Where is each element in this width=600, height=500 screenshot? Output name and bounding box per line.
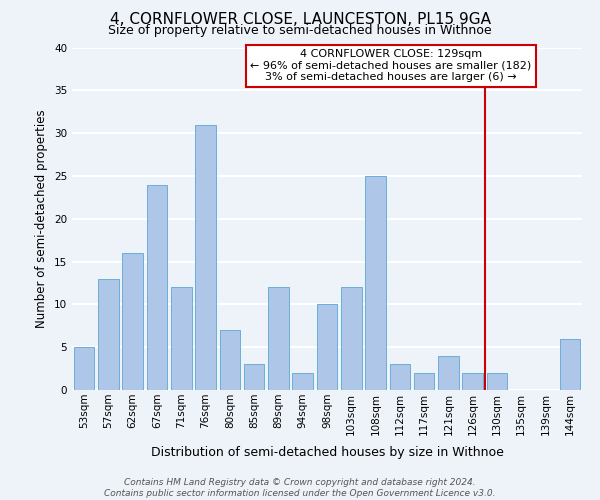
Bar <box>389 364 410 390</box>
Bar <box>560 338 580 390</box>
Bar <box>463 373 483 390</box>
Bar <box>292 373 313 390</box>
Bar <box>195 124 216 390</box>
Bar <box>438 356 459 390</box>
Bar <box>365 176 386 390</box>
Bar <box>341 287 362 390</box>
Text: 4, CORNFLOWER CLOSE, LAUNCESTON, PL15 9GA: 4, CORNFLOWER CLOSE, LAUNCESTON, PL15 9G… <box>110 12 491 28</box>
Bar <box>317 304 337 390</box>
Bar <box>74 347 94 390</box>
Bar <box>146 184 167 390</box>
Bar <box>122 253 143 390</box>
Bar <box>171 287 191 390</box>
Bar <box>244 364 265 390</box>
Bar <box>487 373 508 390</box>
Text: 4 CORNFLOWER CLOSE: 129sqm
← 96% of semi-detached houses are smaller (182)
3% of: 4 CORNFLOWER CLOSE: 129sqm ← 96% of semi… <box>250 49 532 82</box>
Text: Contains HM Land Registry data © Crown copyright and database right 2024.
Contai: Contains HM Land Registry data © Crown c… <box>104 478 496 498</box>
X-axis label: Distribution of semi-detached houses by size in Withnoe: Distribution of semi-detached houses by … <box>151 446 503 459</box>
Bar <box>220 330 240 390</box>
Bar <box>414 373 434 390</box>
Y-axis label: Number of semi-detached properties: Number of semi-detached properties <box>35 110 49 328</box>
Bar <box>268 287 289 390</box>
Text: Size of property relative to semi-detached houses in Withnoe: Size of property relative to semi-detach… <box>108 24 492 37</box>
Bar <box>98 278 119 390</box>
